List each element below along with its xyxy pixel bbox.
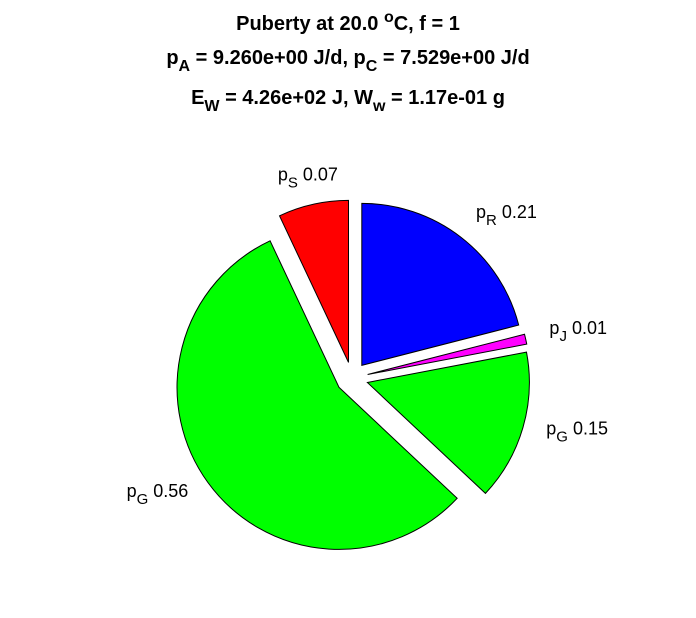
slice-label: pR 0.21 bbox=[476, 202, 537, 229]
label-subscript: G bbox=[137, 491, 149, 508]
title-text: = 1.17e-01 g bbox=[385, 87, 505, 109]
slice-label: pJ 0.01 bbox=[549, 318, 607, 345]
label-name: p bbox=[549, 318, 559, 338]
chart-title: pA = 9.260e+00 J/d, pC = 7.529e+00 J/d bbox=[166, 47, 529, 75]
title-text: Puberty at 20.0 bbox=[236, 13, 384, 35]
subscript: W bbox=[204, 98, 220, 115]
chart-title: EW = 4.26e+02 J, Ww = 1.17e-01 g bbox=[191, 87, 505, 115]
title-text: = 4.26e+02 J, W bbox=[220, 87, 374, 109]
label-subscript: G bbox=[556, 428, 568, 445]
label-subscript: J bbox=[559, 328, 567, 345]
pie-slice bbox=[366, 351, 530, 495]
label-name: p bbox=[127, 481, 137, 501]
title-text: E bbox=[191, 87, 204, 109]
slice-label: pS 0.07 bbox=[278, 165, 338, 192]
superscript: o bbox=[384, 9, 394, 26]
data-label: 0.01 bbox=[572, 318, 607, 338]
data-label: 0.56 bbox=[153, 481, 188, 501]
label-name: p bbox=[476, 202, 486, 222]
slice-label: pG 0.15 bbox=[546, 418, 608, 445]
subscript: A bbox=[179, 58, 191, 75]
label-subscript: R bbox=[486, 212, 497, 229]
pie-slice bbox=[278, 199, 350, 363]
label-subscript: S bbox=[288, 175, 298, 192]
title-text: C, f = 1 bbox=[394, 13, 460, 35]
pie-slice bbox=[367, 333, 528, 376]
subscript: w bbox=[372, 98, 386, 115]
data-label: 0.21 bbox=[502, 202, 537, 222]
title-text: p bbox=[166, 47, 178, 69]
label-name: p bbox=[278, 165, 288, 185]
slice-label: pG 0.56 bbox=[127, 481, 189, 508]
subscript: C bbox=[366, 58, 378, 75]
pie-slice bbox=[361, 202, 520, 367]
label-name: p bbox=[546, 418, 556, 438]
chart-title: Puberty at 20.0 oC, f = 1 bbox=[236, 9, 460, 35]
pie-slice bbox=[176, 240, 458, 550]
title-text: = 9.260e+00 J/d, p bbox=[190, 47, 366, 69]
title-text: = 7.529e+00 J/d bbox=[377, 47, 529, 69]
data-label: 0.07 bbox=[303, 165, 338, 185]
data-label: 0.15 bbox=[573, 418, 608, 438]
